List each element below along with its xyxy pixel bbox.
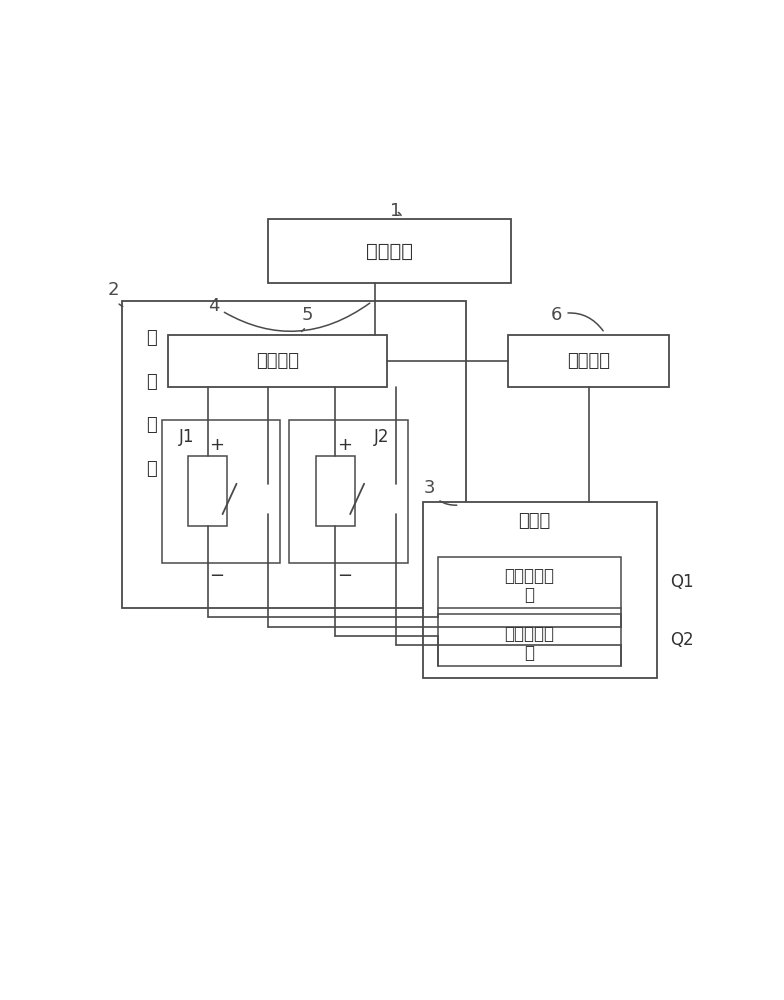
Bar xyxy=(438,557,621,608)
Text: 圈: 圈 xyxy=(524,586,535,604)
Text: Q1: Q1 xyxy=(670,573,694,591)
Text: −: − xyxy=(209,567,224,585)
Text: +: + xyxy=(209,436,224,454)
Bar xyxy=(268,219,511,283)
Text: 控制芯片: 控制芯片 xyxy=(256,352,299,370)
Text: J1: J1 xyxy=(179,428,194,446)
Text: 1: 1 xyxy=(390,202,401,220)
Text: 仪: 仪 xyxy=(146,416,157,434)
Text: −: − xyxy=(337,567,352,585)
Text: 分闸控制线: 分闸控制线 xyxy=(504,625,554,643)
Text: 4: 4 xyxy=(208,297,370,331)
Bar xyxy=(508,335,669,387)
Bar xyxy=(122,301,466,608)
Text: 智: 智 xyxy=(146,329,157,347)
Text: 3: 3 xyxy=(423,479,457,505)
Text: 检测电路: 检测电路 xyxy=(567,352,610,370)
Text: 表: 表 xyxy=(146,460,157,478)
Text: +: + xyxy=(337,436,352,454)
Bar xyxy=(438,614,621,666)
Text: 圈: 圈 xyxy=(524,644,535,662)
Text: Q2: Q2 xyxy=(670,631,694,649)
Text: 监控主机: 监控主机 xyxy=(366,242,413,261)
Bar xyxy=(315,456,355,526)
Text: 2: 2 xyxy=(107,281,123,306)
Text: 合闸控制线: 合闸控制线 xyxy=(504,567,554,585)
Text: 5: 5 xyxy=(301,306,314,332)
Bar xyxy=(289,420,408,563)
Text: 断路器: 断路器 xyxy=(517,512,550,530)
Text: 6: 6 xyxy=(551,306,603,331)
Bar xyxy=(162,420,281,563)
Bar xyxy=(188,456,227,526)
Text: J2: J2 xyxy=(374,428,390,446)
Bar xyxy=(168,335,387,387)
Bar xyxy=(423,502,657,678)
Text: 能: 能 xyxy=(146,373,157,391)
